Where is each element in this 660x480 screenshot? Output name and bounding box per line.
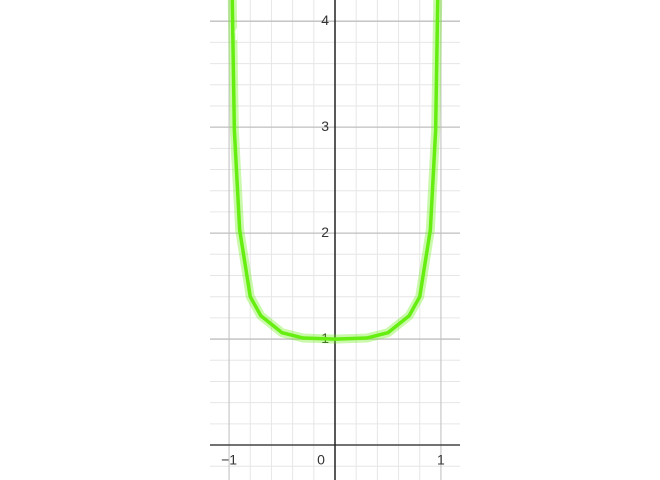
curve [230,0,440,341]
x-tick-label: −1 [221,452,237,468]
y-tick-label: 2 [321,224,329,240]
function-label: f [234,27,239,44]
x-tick-label: 1 [437,452,445,468]
y-tick-label: 3 [321,118,329,134]
x-tick-label: 0 [317,452,325,468]
y-tick-label: 4 [321,12,329,28]
